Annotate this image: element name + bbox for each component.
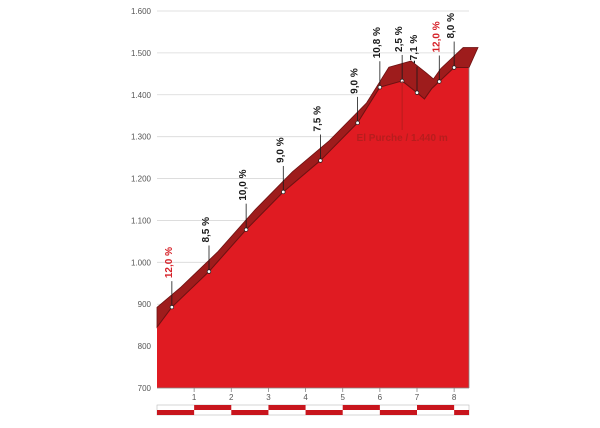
y-tick-label: 1.300 <box>131 133 152 142</box>
gradient-labels: 12,0 % 8,5 % 10,0 % 9,0 % 7,5 % 9,0 % 10,8 % 2,… <box>164 13 457 310</box>
km-bar-segment <box>342 405 380 410</box>
km-bar-segment <box>305 410 343 415</box>
y-axis-labels: 700 800 900 1.000 1.100 1.200 1.300 1.400 1.500 1… <box>131 7 152 393</box>
profile-fill <box>157 67 469 389</box>
x-tick-label: 4 <box>303 393 308 402</box>
kilometer-bar <box>156 404 470 416</box>
km-bar-segment <box>454 410 469 415</box>
y-tick-label: 800 <box>138 342 152 351</box>
gradient-label: 2,5 % <box>394 26 405 52</box>
gradient-marker-dot <box>281 189 286 195</box>
gradient-marker-dot <box>437 79 442 84</box>
gradient-label: -7,1 % <box>409 35 420 64</box>
gradient-label: 9,0 % <box>350 68 361 94</box>
x-tick-label: 2 <box>229 393 234 402</box>
km-bar-segment <box>417 405 455 410</box>
x-axis: 1 2 3 4 5 6 7 8 <box>157 67 470 402</box>
gradient-marker-dot <box>243 227 249 232</box>
gradient-label: 10,8 % <box>372 27 383 58</box>
gradient-label: 7,5 % <box>312 106 323 132</box>
x-tick-label: 5 <box>340 393 345 402</box>
x-tick-label: 3 <box>266 393 271 402</box>
gradient-label: 12,0 % <box>431 21 442 52</box>
gradient-marker-dot <box>169 305 175 310</box>
gradient-marker-dot <box>451 65 457 70</box>
summit-callout: El Purche / 1.440 m <box>357 80 448 144</box>
y-tick-label: 700 <box>138 384 152 393</box>
summit-callout-label: El Purche / 1.440 m <box>357 133 448 144</box>
y-tick-label: 1.500 <box>131 49 152 58</box>
gradient-marker-dot <box>355 120 360 125</box>
x-tick-label: 6 <box>378 393 383 402</box>
y-tick-label: 1.400 <box>131 91 152 100</box>
y-tick-label: 1.100 <box>131 216 152 225</box>
profile-area <box>156 47 479 389</box>
gradient-label: 8,0 % <box>446 13 457 39</box>
gradient-label: 10,0 % <box>238 169 249 200</box>
gradient-label: 12,0 % <box>164 247 175 278</box>
km-bar-segment <box>194 405 232 410</box>
km-bar-segment <box>268 405 306 410</box>
x-tick-label: 8 <box>452 393 457 402</box>
gradient-marker-dot <box>318 158 323 163</box>
y-tick-label: 1.600 <box>131 7 152 16</box>
y-tick-label: 1.200 <box>131 175 152 184</box>
gradient-marker-dot <box>414 90 420 95</box>
km-bar-segment <box>231 410 269 415</box>
profile-line <box>156 67 469 328</box>
y-tick-label: 1.000 <box>131 258 152 267</box>
y-tick-label: 900 <box>138 300 152 309</box>
gradient-marker-dot <box>377 85 383 90</box>
gradient-label: 9,0 % <box>275 137 286 163</box>
gradient-label: 8,5 % <box>201 217 212 243</box>
gradient-marker-dot <box>206 269 212 274</box>
km-bar-segment <box>157 410 195 415</box>
x-tick-label: 1 <box>192 393 197 402</box>
x-tick-label: 7 <box>415 393 420 402</box>
km-bar-segment <box>379 410 417 415</box>
